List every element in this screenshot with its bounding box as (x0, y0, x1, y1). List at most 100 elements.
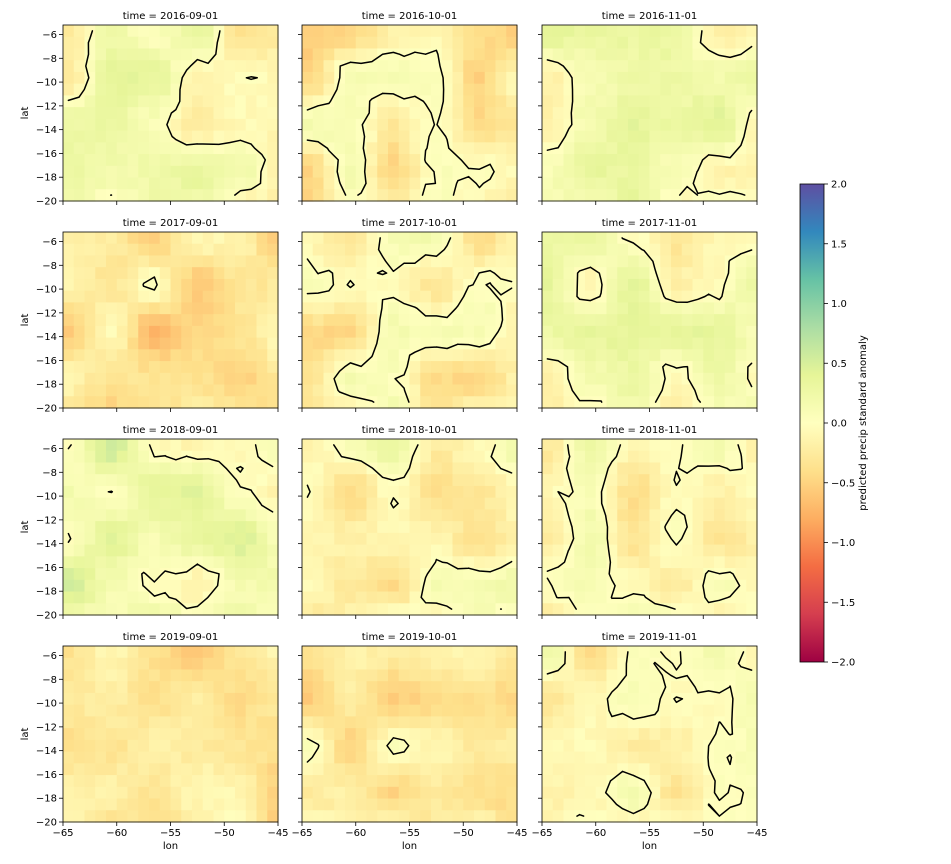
heatmap-cell (724, 349, 737, 362)
heatmap-cell (138, 361, 150, 374)
heatmap-cell (267, 25, 279, 38)
heatmap-cell (106, 544, 118, 557)
heatmap-cell (170, 509, 182, 522)
heatmap-cell (441, 474, 454, 487)
heatmap-cell (149, 716, 161, 729)
contour-line (67, 30, 267, 196)
heatmap-cell (323, 154, 335, 167)
heatmap-cell (703, 439, 715, 452)
heatmap-cell (213, 474, 225, 487)
heatmap-cell (746, 325, 758, 339)
heatmap-cell (345, 372, 357, 386)
heatmap-cell (388, 154, 400, 167)
heatmap-cell (388, 48, 400, 61)
heatmap-cell (84, 71, 96, 85)
heatmap-cell (159, 775, 172, 788)
heatmap-cell (474, 95, 486, 108)
heatmap-cell (441, 118, 454, 132)
heatmap-cell (159, 107, 172, 120)
heatmap-cell (213, 349, 225, 362)
heatmap-cell (703, 396, 715, 409)
heatmap-cell (224, 728, 236, 741)
heatmap-cell (84, 603, 96, 616)
heatmap-cell (420, 232, 432, 245)
heatmap-cell (660, 556, 672, 569)
heatmap-cell (334, 763, 346, 776)
heatmap-cell (542, 71, 554, 85)
heatmap-cell (170, 95, 182, 108)
heatmap-cell (595, 579, 608, 593)
heatmap-cell (649, 243, 661, 257)
heatmap-cell (127, 775, 139, 788)
heatmap-cell (628, 751, 640, 764)
heatmap-cell (63, 485, 75, 499)
heatmap-cell (377, 384, 389, 397)
heatmap-cell (170, 177, 182, 190)
heatmap-cell (638, 568, 651, 581)
heatmap-cell (431, 255, 443, 268)
heatmap-cell (649, 372, 661, 386)
heatmap-cell (431, 232, 443, 245)
heatmap-cell (563, 243, 575, 257)
heatmap-cell (366, 361, 378, 374)
contour-line (546, 237, 753, 403)
heatmap-cell (398, 728, 411, 741)
heatmap-cell (574, 716, 586, 729)
heatmap-cell (506, 646, 518, 659)
heatmap-cell (149, 337, 161, 350)
heatmap-cell (302, 372, 314, 386)
heatmap-cell (138, 83, 150, 96)
heatmap-cell (116, 325, 129, 339)
heatmap-cell (506, 728, 518, 741)
heatmap-cell (463, 556, 475, 569)
heatmap-cell (355, 775, 368, 788)
heatmap-cell (441, 36, 454, 50)
heatmap-cell (463, 396, 475, 409)
heatmap-cell (84, 521, 96, 534)
y-tick-label: −6 (42, 237, 57, 248)
heatmap-cell (84, 657, 96, 671)
heatmap-cell (334, 462, 346, 475)
heatmap-cell (552, 396, 565, 409)
heatmap-cell (441, 704, 454, 717)
heatmap-cell (441, 337, 454, 350)
heatmap-cell (334, 579, 346, 593)
heatmap-cell (574, 798, 586, 811)
heatmap-cell (420, 267, 432, 280)
heatmap-cell (138, 107, 150, 120)
heatmap-cell (692, 361, 704, 374)
heatmap-cell (95, 775, 107, 788)
heatmap-cell (452, 669, 464, 682)
heatmap-cell (484, 232, 497, 245)
heatmap-cell (585, 25, 597, 38)
heatmap-cell (267, 278, 279, 292)
heatmap-cell (312, 232, 325, 245)
heatmap-cell (585, 255, 597, 268)
heatmap-cell (714, 579, 726, 593)
heatmap-cell (617, 798, 629, 811)
heatmap-cell (441, 232, 454, 245)
heatmap-cell (649, 775, 661, 788)
heatmap-cell (506, 544, 518, 557)
heatmap-cell (345, 591, 357, 604)
heatmap-cell (628, 232, 640, 245)
heatmap-cell (267, 462, 279, 475)
heatmap-cell (181, 107, 193, 120)
heatmap-cell (267, 118, 279, 132)
heatmap-cell (606, 751, 618, 764)
heatmap-cell (660, 450, 672, 464)
heatmap-cell (746, 349, 758, 362)
heatmap-cell (452, 439, 464, 452)
heatmap-cell (202, 775, 215, 788)
heatmap-cell (63, 154, 75, 167)
heatmap-cell (671, 349, 683, 362)
heatmap-cell (355, 36, 368, 50)
heatmap-cell (192, 798, 204, 811)
heatmap-cell (506, 278, 518, 292)
heatmap-cell (116, 591, 129, 604)
heatmap-cell (355, 544, 368, 557)
heatmap-cell (170, 267, 182, 280)
heatmap-cell (735, 142, 747, 155)
heatmap-cell (63, 142, 75, 155)
